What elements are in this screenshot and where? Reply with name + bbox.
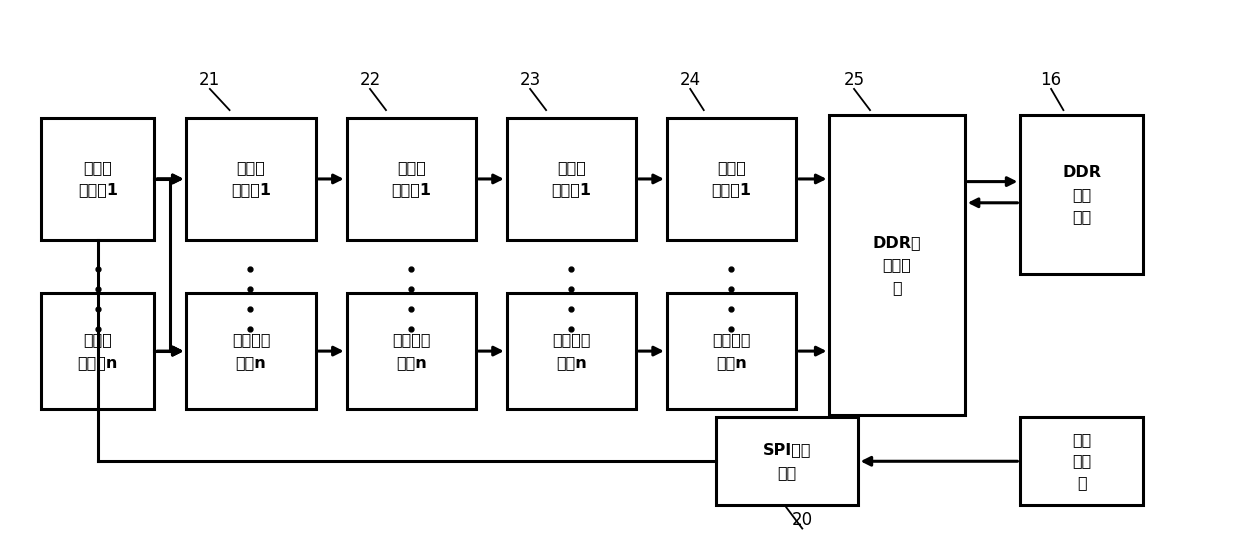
Text: 数字脉: 数字脉 [83,160,112,175]
Text: DDR: DDR [1063,165,1101,180]
Bar [186,118,316,240]
Bar [507,118,636,240]
Text: SPI控制: SPI控制 [763,442,811,457]
Text: 制器单: 制器单 [883,258,911,273]
Bar [346,293,476,409]
Bar [346,118,476,240]
Text: 步单元1: 步单元1 [231,182,272,197]
Text: 22: 22 [360,71,381,89]
Text: 25: 25 [843,71,864,89]
Bar [667,293,796,409]
Bar [41,118,155,240]
Bar [507,293,636,409]
Bar [1021,417,1143,505]
Text: 数据识别: 数据识别 [392,332,430,348]
Text: 23: 23 [520,71,541,89]
Text: 21: 21 [200,71,221,89]
Bar [830,115,965,415]
Text: 元: 元 [893,280,901,295]
Text: 分析: 分析 [1073,454,1091,469]
Text: 冲数据n: 冲数据n [78,355,118,370]
Bar [667,118,796,240]
Text: 单元: 单元 [777,465,796,480]
Text: 数据同: 数据同 [237,160,265,175]
Text: 单元n: 单元n [396,355,427,370]
Bar [186,293,316,409]
Text: 单元n: 单元n [715,355,746,370]
Text: 数据缓存: 数据缓存 [712,332,750,348]
Text: 单元n: 单元n [556,355,587,370]
Text: 数据同步: 数据同步 [232,332,270,348]
Text: 数字脉: 数字脉 [83,332,112,348]
Text: 数据识: 数据识 [397,160,425,175]
Text: 数据缓: 数据缓 [717,160,746,175]
Text: 数据组包: 数据组包 [552,332,590,348]
Text: 仪: 仪 [1078,476,1086,490]
Text: 细胞: 细胞 [1073,431,1091,447]
Text: 数据组: 数据组 [557,160,585,175]
Text: 存单元1: 存单元1 [712,182,751,197]
Text: 16: 16 [1040,71,1061,89]
Text: 20: 20 [791,511,813,528]
Bar [1021,115,1143,274]
Text: 24: 24 [680,71,701,89]
Bar [715,417,858,505]
Text: 储存: 储存 [1073,187,1091,202]
Text: 冲数据1: 冲数据1 [78,182,118,197]
Text: 单元n: 单元n [236,355,267,370]
Text: 别单元1: 别单元1 [392,182,432,197]
Text: 包单元1: 包单元1 [552,182,591,197]
Text: 模块: 模块 [1073,210,1091,224]
Text: DDR控: DDR控 [873,235,921,250]
Bar [41,293,155,409]
